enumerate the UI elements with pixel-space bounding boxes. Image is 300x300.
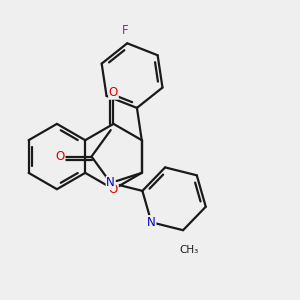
- Text: N: N: [106, 176, 115, 190]
- Text: O: O: [56, 150, 65, 163]
- Text: F: F: [122, 24, 129, 37]
- Text: O: O: [109, 86, 118, 99]
- Text: O: O: [109, 183, 118, 196]
- Text: N: N: [147, 216, 156, 229]
- Text: CH₃: CH₃: [179, 245, 198, 255]
